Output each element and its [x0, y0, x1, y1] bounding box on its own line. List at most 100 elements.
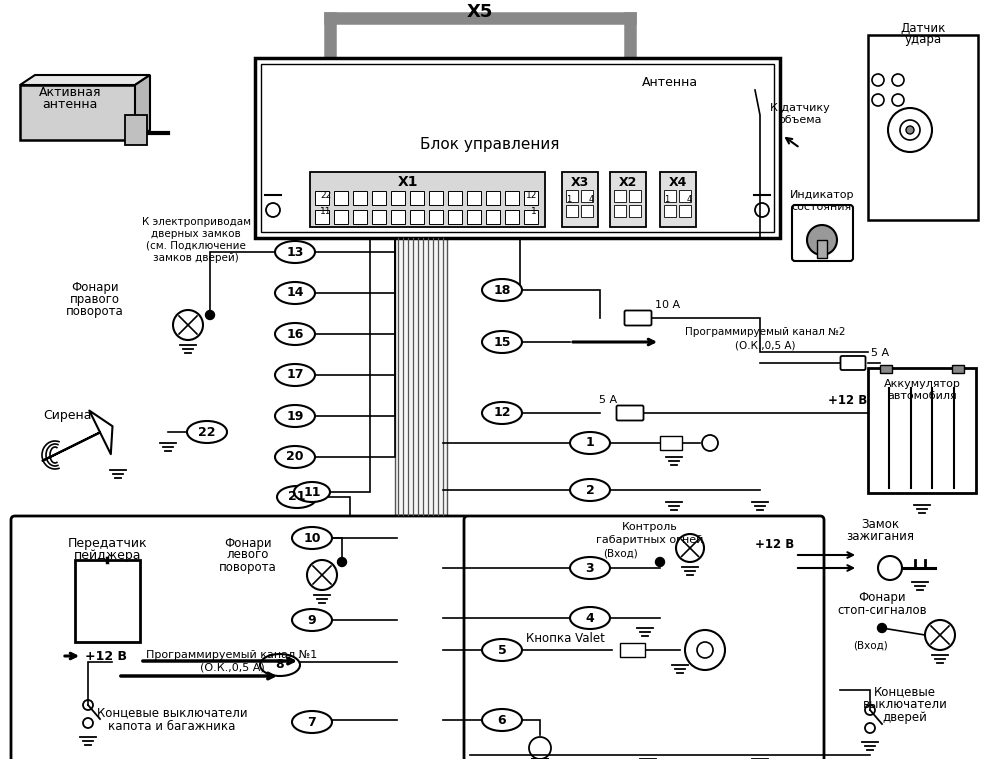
Text: Передатчик: Передатчик	[68, 537, 148, 550]
Ellipse shape	[275, 241, 315, 263]
Text: 12: 12	[493, 407, 511, 420]
Bar	[334, 191, 348, 205]
Text: Фонари: Фонари	[71, 282, 119, 294]
Text: 14: 14	[286, 286, 304, 300]
Bar	[952, 365, 964, 373]
FancyBboxPatch shape	[792, 205, 853, 261]
Text: удара: удара	[904, 33, 942, 46]
Text: автомобиля: автомобиля	[887, 391, 957, 401]
Ellipse shape	[570, 607, 610, 629]
Text: Фонари: Фонари	[224, 537, 272, 550]
Bar	[75, 560, 140, 642]
Bar	[391, 210, 405, 224]
Ellipse shape	[482, 331, 522, 353]
Text: Фонари: Фонари	[858, 591, 906, 604]
FancyBboxPatch shape	[840, 356, 866, 370]
Bar	[581, 205, 593, 217]
Text: 2: 2	[586, 483, 594, 496]
Text: 22: 22	[198, 426, 216, 439]
Bar	[467, 210, 481, 224]
Text: Концевые: Концевые	[874, 685, 936, 698]
Text: Датчик: Датчик	[900, 21, 946, 34]
Text: Сирена: Сирена	[44, 408, 92, 421]
Bar	[315, 210, 329, 224]
Text: Активная: Активная	[39, 86, 101, 99]
Bar	[629, 190, 641, 202]
Bar	[410, 210, 424, 224]
Text: 10: 10	[303, 531, 321, 544]
Circle shape	[206, 310, 214, 320]
Text: (Вход): (Вход)	[853, 641, 887, 651]
Text: Антенна: Антенна	[642, 75, 698, 89]
FancyBboxPatch shape	[562, 172, 598, 227]
Text: левого: левого	[227, 549, 269, 562]
Bar	[880, 365, 892, 373]
FancyArrowPatch shape	[42, 411, 113, 461]
Bar	[524, 191, 538, 205]
Text: Аккумулятор: Аккумулятор	[884, 379, 960, 389]
Bar	[614, 190, 626, 202]
Text: Программируемый канал №1: Программируемый канал №1	[146, 650, 318, 660]
Text: 12: 12	[526, 191, 537, 200]
Ellipse shape	[187, 421, 227, 443]
Text: дверей: дверей	[883, 711, 927, 725]
Ellipse shape	[292, 609, 332, 631]
Text: 7: 7	[308, 716, 316, 729]
Text: Программируемый канал №2: Программируемый канал №2	[685, 327, 845, 337]
Text: 18: 18	[493, 284, 511, 297]
Bar	[664, 190, 676, 202]
Text: зажигания: зажигания	[846, 531, 914, 543]
Text: +12 В: +12 В	[828, 393, 868, 407]
Text: К электроприводам: К электроприводам	[142, 217, 250, 227]
Text: правого: правого	[70, 294, 120, 307]
Bar	[372, 210, 386, 224]
Text: 22: 22	[320, 191, 331, 200]
Text: 13: 13	[286, 245, 304, 259]
Text: 1: 1	[531, 206, 537, 216]
Polygon shape	[135, 75, 150, 140]
Text: X4: X4	[669, 175, 687, 188]
Ellipse shape	[482, 709, 522, 731]
Text: 5: 5	[498, 644, 506, 657]
Ellipse shape	[294, 482, 330, 502]
Text: 1: 1	[586, 436, 594, 449]
Text: поворота: поворота	[219, 560, 277, 574]
Ellipse shape	[570, 432, 610, 454]
Text: Индикатор: Индикатор	[790, 190, 854, 200]
Text: Контроль: Контроль	[622, 522, 678, 532]
Bar	[391, 191, 405, 205]
Bar	[353, 210, 367, 224]
Ellipse shape	[275, 282, 315, 304]
Text: 5 А: 5 А	[871, 348, 889, 358]
Text: К датчику: К датчику	[770, 103, 830, 113]
Bar	[629, 205, 641, 217]
Text: 20: 20	[286, 451, 304, 464]
Bar	[660, 436, 682, 450]
Text: поворота: поворота	[66, 306, 124, 319]
Text: 21: 21	[288, 490, 306, 503]
Bar	[868, 368, 976, 493]
FancyBboxPatch shape	[255, 58, 780, 238]
FancyBboxPatch shape	[868, 35, 978, 220]
Text: (О.К.,0,5 А): (О.К.,0,5 А)	[200, 662, 264, 672]
Bar	[372, 191, 386, 205]
Ellipse shape	[275, 323, 315, 345]
Bar	[125, 115, 147, 145]
Bar	[429, 191, 443, 205]
Bar	[410, 191, 424, 205]
Text: 4: 4	[589, 196, 594, 204]
Text: 1: 1	[664, 196, 669, 204]
Text: 3: 3	[586, 562, 594, 575]
Bar	[448, 191, 462, 205]
Bar	[467, 191, 481, 205]
Ellipse shape	[277, 486, 317, 508]
FancyBboxPatch shape	[464, 516, 824, 759]
Text: +12 В: +12 В	[755, 538, 795, 552]
Bar	[679, 190, 691, 202]
Bar	[486, 191, 500, 205]
Bar	[334, 210, 348, 224]
Text: +12 В: +12 В	[85, 650, 127, 663]
Bar	[395, 235, 447, 515]
Text: выключатели: выключатели	[863, 698, 947, 711]
Text: (см. Подключение: (см. Подключение	[146, 241, 246, 251]
